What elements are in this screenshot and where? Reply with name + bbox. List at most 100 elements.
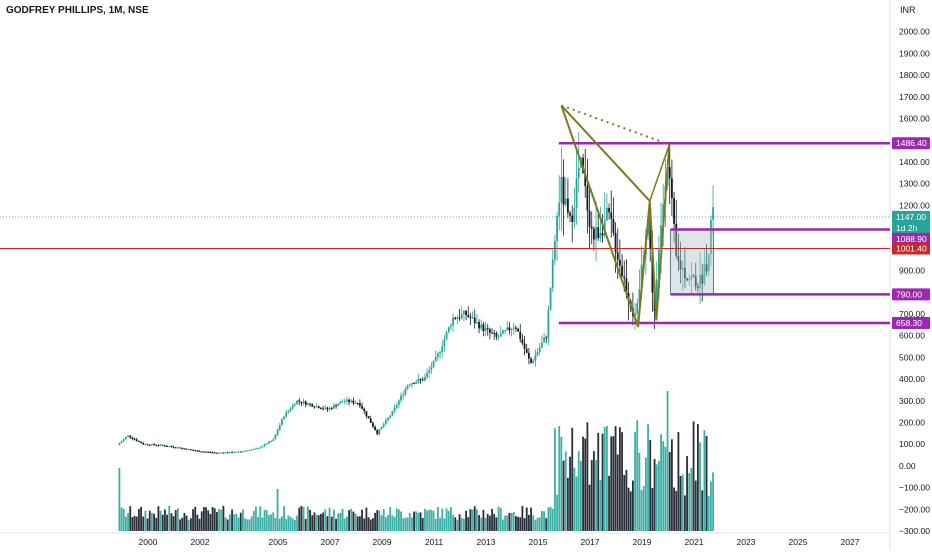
volume-bar — [369, 519, 372, 531]
volume-bar — [625, 469, 628, 531]
volume-bar — [486, 513, 489, 531]
volume-bar — [389, 506, 392, 531]
x-tick-label: 2027 — [841, 537, 860, 547]
candle-body — [437, 353, 439, 357]
candle-body — [187, 449, 190, 451]
volume-bar — [239, 512, 242, 531]
candle-body — [326, 407, 329, 410]
volume-bar — [692, 421, 695, 531]
candle-body — [159, 444, 162, 446]
volume-bar — [415, 511, 418, 531]
volume-bar — [688, 473, 691, 531]
volume-bar — [673, 487, 675, 531]
volume-bar — [374, 512, 376, 531]
candle-body — [168, 446, 171, 448]
candle-body — [322, 408, 324, 410]
volume-bar — [658, 460, 660, 531]
volume-bar — [554, 428, 556, 531]
volume-bar — [599, 480, 602, 531]
volume-bar — [629, 491, 632, 531]
candle-body — [174, 447, 177, 449]
volume-bar — [142, 516, 145, 531]
volume-bar — [517, 516, 519, 531]
candle-body — [586, 186, 589, 211]
candle-body — [712, 207, 714, 220]
volume-bar — [382, 509, 385, 531]
volume-bar — [378, 510, 381, 531]
candle-body — [519, 331, 522, 340]
candle-body — [239, 451, 242, 453]
candle-body — [138, 440, 140, 442]
volume-bar — [664, 446, 667, 531]
volume-bar — [317, 515, 320, 531]
candle-body — [681, 267, 684, 270]
candle-body — [688, 278, 691, 281]
candle-body — [649, 216, 652, 250]
price-badge-label: 790.00 — [896, 289, 922, 299]
candle-body — [614, 232, 617, 253]
candle-body — [551, 259, 554, 289]
volume-bar — [569, 456, 571, 531]
volume-bar — [491, 508, 493, 531]
candle-body — [356, 402, 359, 404]
candle-body — [337, 403, 340, 407]
candle-body — [369, 418, 372, 423]
candle-body — [231, 451, 233, 453]
candle-body — [287, 410, 290, 413]
y-tick-label: 500.00 — [899, 352, 925, 362]
volume-bar — [632, 480, 634, 531]
candle-body — [294, 404, 296, 406]
candle-body — [346, 399, 348, 402]
candle-body — [536, 351, 539, 356]
candle-body — [705, 264, 708, 272]
candle-body — [291, 405, 294, 409]
candle-body — [525, 348, 528, 353]
volume-bar — [677, 431, 680, 531]
volume-bar — [671, 439, 673, 531]
candle-body — [281, 419, 283, 426]
candle-body — [276, 430, 279, 435]
candle-body — [510, 328, 513, 331]
volume-bar — [196, 514, 199, 531]
volume-bar — [203, 507, 205, 531]
candle-body — [120, 441, 123, 444]
candle-body — [317, 406, 320, 409]
volume-bar — [478, 515, 480, 531]
x-tick-label: 2005 — [269, 537, 288, 547]
volume-bar — [168, 505, 171, 531]
candle-body — [250, 449, 253, 451]
candle-body — [155, 444, 158, 446]
y-tick-label: 1300.00 — [899, 179, 930, 189]
volume-bar — [233, 514, 236, 531]
candle-body — [430, 367, 433, 370]
volume-bar — [226, 519, 229, 531]
candle-body — [181, 448, 184, 450]
candle-body — [573, 208, 576, 223]
candle-body — [601, 233, 604, 236]
candle-body — [655, 279, 658, 312]
candle-body — [272, 439, 275, 441]
candle-body — [348, 399, 350, 403]
volume-bar — [255, 506, 257, 531]
candle-body — [610, 212, 613, 219]
candle-body — [471, 317, 474, 319]
volume-bar — [467, 517, 470, 531]
candle-body — [697, 286, 699, 289]
candle-body — [122, 439, 125, 442]
volume-bar — [558, 426, 561, 531]
volume-bar — [510, 512, 513, 531]
volume-bar — [666, 391, 669, 531]
candle-body — [623, 276, 626, 279]
candle-body — [285, 412, 288, 417]
volume-bar — [402, 518, 405, 531]
y-tick-label: 2000.00 — [899, 27, 930, 37]
candle-body — [164, 445, 166, 447]
candle-body — [153, 444, 155, 446]
volume-bar — [593, 451, 595, 531]
candle-body — [343, 401, 346, 403]
y-tick-label: 900.00 — [899, 266, 925, 276]
volume-bar — [341, 508, 344, 531]
volume-bar — [242, 509, 244, 531]
